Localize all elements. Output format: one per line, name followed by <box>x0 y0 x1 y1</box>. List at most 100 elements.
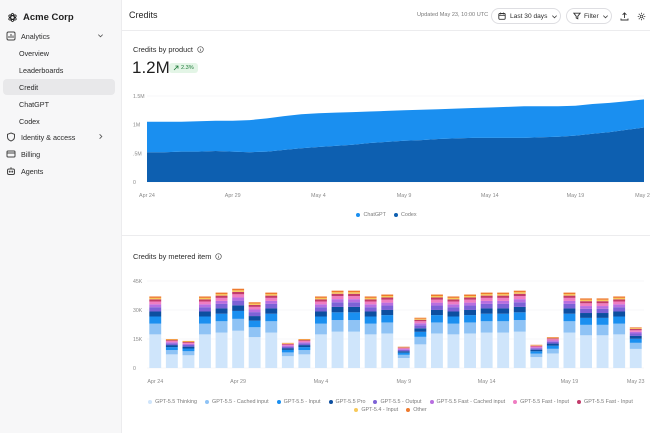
bar-segment-gpt-5-5-thinking-0[interactable] <box>182 355 195 368</box>
bar-segment-gpt-5-4-input-8[interactable] <box>182 341 195 343</box>
area-series-codex[interactable] <box>147 127 644 183</box>
bar-segment-gpt-5-5-output-4[interactable] <box>513 302 526 307</box>
bar-segment-gpt-5-5-input-2[interactable] <box>199 316 211 324</box>
bar-segment-gpt-5-5-pro-3[interactable] <box>182 346 195 349</box>
bar-segment-gpt-5-5-input-2[interactable] <box>546 345 559 349</box>
bar-segment-gpt-5-5-cached-input-1[interactable] <box>381 322 394 334</box>
bar-segment-gpt-5-4-input-8[interactable] <box>348 292 360 294</box>
bar-segment-gpt-5-5-thinking-0[interactable] <box>530 357 543 368</box>
bar-segment-gpt-5-5-input-2[interactable] <box>480 313 493 322</box>
bar-segment-gpt-5-5-pro-3[interactable] <box>480 308 493 314</box>
bar-segment-gpt-5-5-thinking-0[interactable] <box>265 332 278 368</box>
bar-segment-gpt-5-4-input-8[interactable] <box>563 294 576 296</box>
bar-segment-gpt-5-5-pro-3[interactable] <box>546 343 559 346</box>
bar-segment-gpt-5-5-output-4[interactable] <box>215 303 228 309</box>
bar-segment-other-9[interactable] <box>546 337 559 338</box>
bar-segment-gpt-5-5-input-2[interactable] <box>364 316 377 324</box>
bar-segment-gpt-5-5-output-4[interactable] <box>298 343 311 346</box>
bar-segment-gpt-5-5-input-2[interactable] <box>315 316 327 324</box>
bar-segment-gpt-5-5-thinking-0[interactable] <box>232 330 245 368</box>
legend-item-gpt-5-5-input-2[interactable]: GPT-5.5 - Input <box>276 398 321 406</box>
legend-item-other-9[interactable]: Other <box>406 406 427 414</box>
bar-segment-gpt-5-5-fast-input-7[interactable] <box>546 338 559 340</box>
bar-segment-gpt-5-5-output-4[interactable] <box>381 305 394 310</box>
bar-segment-gpt-5-5-fast-cached-input-5[interactable] <box>431 302 443 306</box>
bar-segment-gpt-5-4-input-8[interactable] <box>414 318 427 320</box>
bar-segment-gpt-5-5-input-2[interactable] <box>331 312 344 321</box>
bar-segment-gpt-5-5-input-2[interactable] <box>182 348 195 352</box>
bar-segment-gpt-5-5-thinking-0[interactable] <box>464 333 476 368</box>
legend-item-gpt-5-5-pro-3[interactable]: GPT-5.5 Pro <box>328 398 365 406</box>
bar-segment-gpt-5-5-pro-3[interactable] <box>232 305 245 311</box>
bar-segment-gpt-5-5-fast-input-6[interactable] <box>348 296 360 300</box>
bar-segment-other-9[interactable] <box>281 342 294 344</box>
bar-segment-gpt-5-5-pro-3[interactable] <box>397 351 410 353</box>
bar-segment-gpt-5-5-input-2[interactable] <box>563 313 576 322</box>
bar-segment-gpt-5-5-fast-cached-input-5[interactable] <box>199 304 211 308</box>
bar-segment-gpt-5-4-input-8[interactable] <box>149 297 162 300</box>
bar-segment-gpt-5-4-input-8[interactable] <box>381 296 394 298</box>
bar-segment-gpt-5-5-pro-3[interactable] <box>629 335 642 339</box>
bar-segment-gpt-5-5-fast-cached-input-5[interactable] <box>281 345 294 347</box>
bar-segment-gpt-5-5-fast-input-7[interactable] <box>530 345 543 347</box>
bar-segment-gpt-5-5-fast-input-7[interactable] <box>613 299 626 302</box>
export-button[interactable] <box>618 10 630 22</box>
bar-segment-gpt-5-5-output-4[interactable] <box>315 307 327 312</box>
bar-segment-gpt-5-5-thinking-0[interactable] <box>447 334 460 368</box>
bar-segment-gpt-5-4-input-8[interactable] <box>613 297 626 300</box>
bar-segment-gpt-5-5-cached-input-1[interactable] <box>248 327 261 338</box>
bar-segment-gpt-5-5-fast-cached-input-5[interactable] <box>414 323 427 326</box>
bar-segment-gpt-5-5-fast-input-6[interactable] <box>464 299 476 303</box>
bar-segment-gpt-5-5-thinking-0[interactable] <box>364 334 377 368</box>
bar-segment-gpt-5-5-input-2[interactable] <box>397 352 410 355</box>
bar-segment-gpt-5-5-fast-input-6[interactable] <box>298 341 311 343</box>
bar-segment-gpt-5-5-fast-input-7[interactable] <box>447 299 460 302</box>
bar-segment-gpt-5-5-pro-3[interactable] <box>364 311 377 317</box>
bar-segment-gpt-5-5-thinking-0[interactable] <box>248 337 261 368</box>
legend-item-gpt-5-4-input-8[interactable]: GPT-5.4 - Input <box>354 406 398 414</box>
bar-segment-gpt-5-5-input-2[interactable] <box>348 312 360 321</box>
bar-segment-gpt-5-4-input-8[interactable] <box>464 296 476 298</box>
bar-segment-gpt-5-5-output-4[interactable] <box>629 333 642 336</box>
bar-segment-other-9[interactable] <box>364 296 377 298</box>
bar-segment-gpt-5-4-input-8[interactable] <box>215 294 228 296</box>
bar-segment-gpt-5-5-thinking-0[interactable] <box>315 334 327 368</box>
bar-segment-other-9[interactable] <box>464 294 476 296</box>
bar-segment-gpt-5-5-fast-input-6[interactable] <box>480 297 493 301</box>
bar-segment-gpt-5-5-thinking-0[interactable] <box>629 348 642 368</box>
bar-segment-gpt-5-5-pro-3[interactable] <box>497 308 510 314</box>
bar-segment-gpt-5-5-pro-3[interactable] <box>348 306 360 313</box>
bar-segment-gpt-5-5-cached-input-1[interactable] <box>149 323 162 335</box>
bar-segment-gpt-5-5-cached-input-1[interactable] <box>447 323 460 335</box>
bar-segment-gpt-5-5-output-4[interactable] <box>165 343 178 346</box>
bar-segment-gpt-5-5-fast-cached-input-5[interactable] <box>596 306 609 309</box>
bar-segment-gpt-5-5-pro-3[interactable] <box>580 313 592 318</box>
bar-segment-gpt-5-5-fast-input-7[interactable] <box>464 297 476 300</box>
bar-segment-gpt-5-5-thinking-0[interactable] <box>513 331 526 368</box>
sidebar-item-overview[interactable]: Overview <box>3 45 115 61</box>
bar-segment-gpt-5-5-cached-input-1[interactable] <box>546 348 559 354</box>
bar-segment-gpt-5-5-fast-input-7[interactable] <box>248 304 261 307</box>
bar-segment-gpt-5-5-cached-input-1[interactable] <box>613 323 626 335</box>
sidebar-item-identity-access[interactable]: Identity & access <box>3 129 115 145</box>
bar-segment-gpt-5-5-fast-cached-input-5[interactable] <box>530 347 543 349</box>
bar-segment-gpt-5-4-input-8[interactable] <box>298 339 311 341</box>
bar-segment-gpt-5-5-output-4[interactable] <box>281 346 294 349</box>
bar-segment-gpt-5-5-output-4[interactable] <box>232 300 245 306</box>
bar-segment-gpt-5-5-thinking-0[interactable] <box>348 331 360 368</box>
bar-segment-gpt-5-5-input-2[interactable] <box>513 312 526 321</box>
bar-segment-gpt-5-5-fast-input-6[interactable] <box>431 299 443 303</box>
bar-segment-gpt-5-5-cached-input-1[interactable] <box>563 321 576 333</box>
bar-segment-other-9[interactable] <box>431 294 443 296</box>
legend-item-gpt-5-5-output-4[interactable]: GPT-5.5 - Output <box>373 398 422 406</box>
bar-segment-gpt-5-5-output-4[interactable] <box>364 307 377 312</box>
bar-segment-gpt-5-5-fast-input-7[interactable] <box>315 299 327 302</box>
bar-segment-gpt-5-5-pro-3[interactable] <box>613 311 626 317</box>
bar-segment-gpt-5-5-pro-3[interactable] <box>281 348 294 350</box>
bar-segment-gpt-5-5-cached-input-1[interactable] <box>414 336 427 345</box>
bar-segment-gpt-5-5-fast-cached-input-5[interactable] <box>381 302 394 306</box>
bar-segment-gpt-5-5-cached-input-1[interactable] <box>480 321 493 333</box>
bar-segment-gpt-5-5-thinking-0[interactable] <box>149 334 162 368</box>
bar-segment-gpt-5-5-cached-input-1[interactable] <box>281 352 294 357</box>
bar-segment-gpt-5-5-thinking-0[interactable] <box>165 354 178 368</box>
